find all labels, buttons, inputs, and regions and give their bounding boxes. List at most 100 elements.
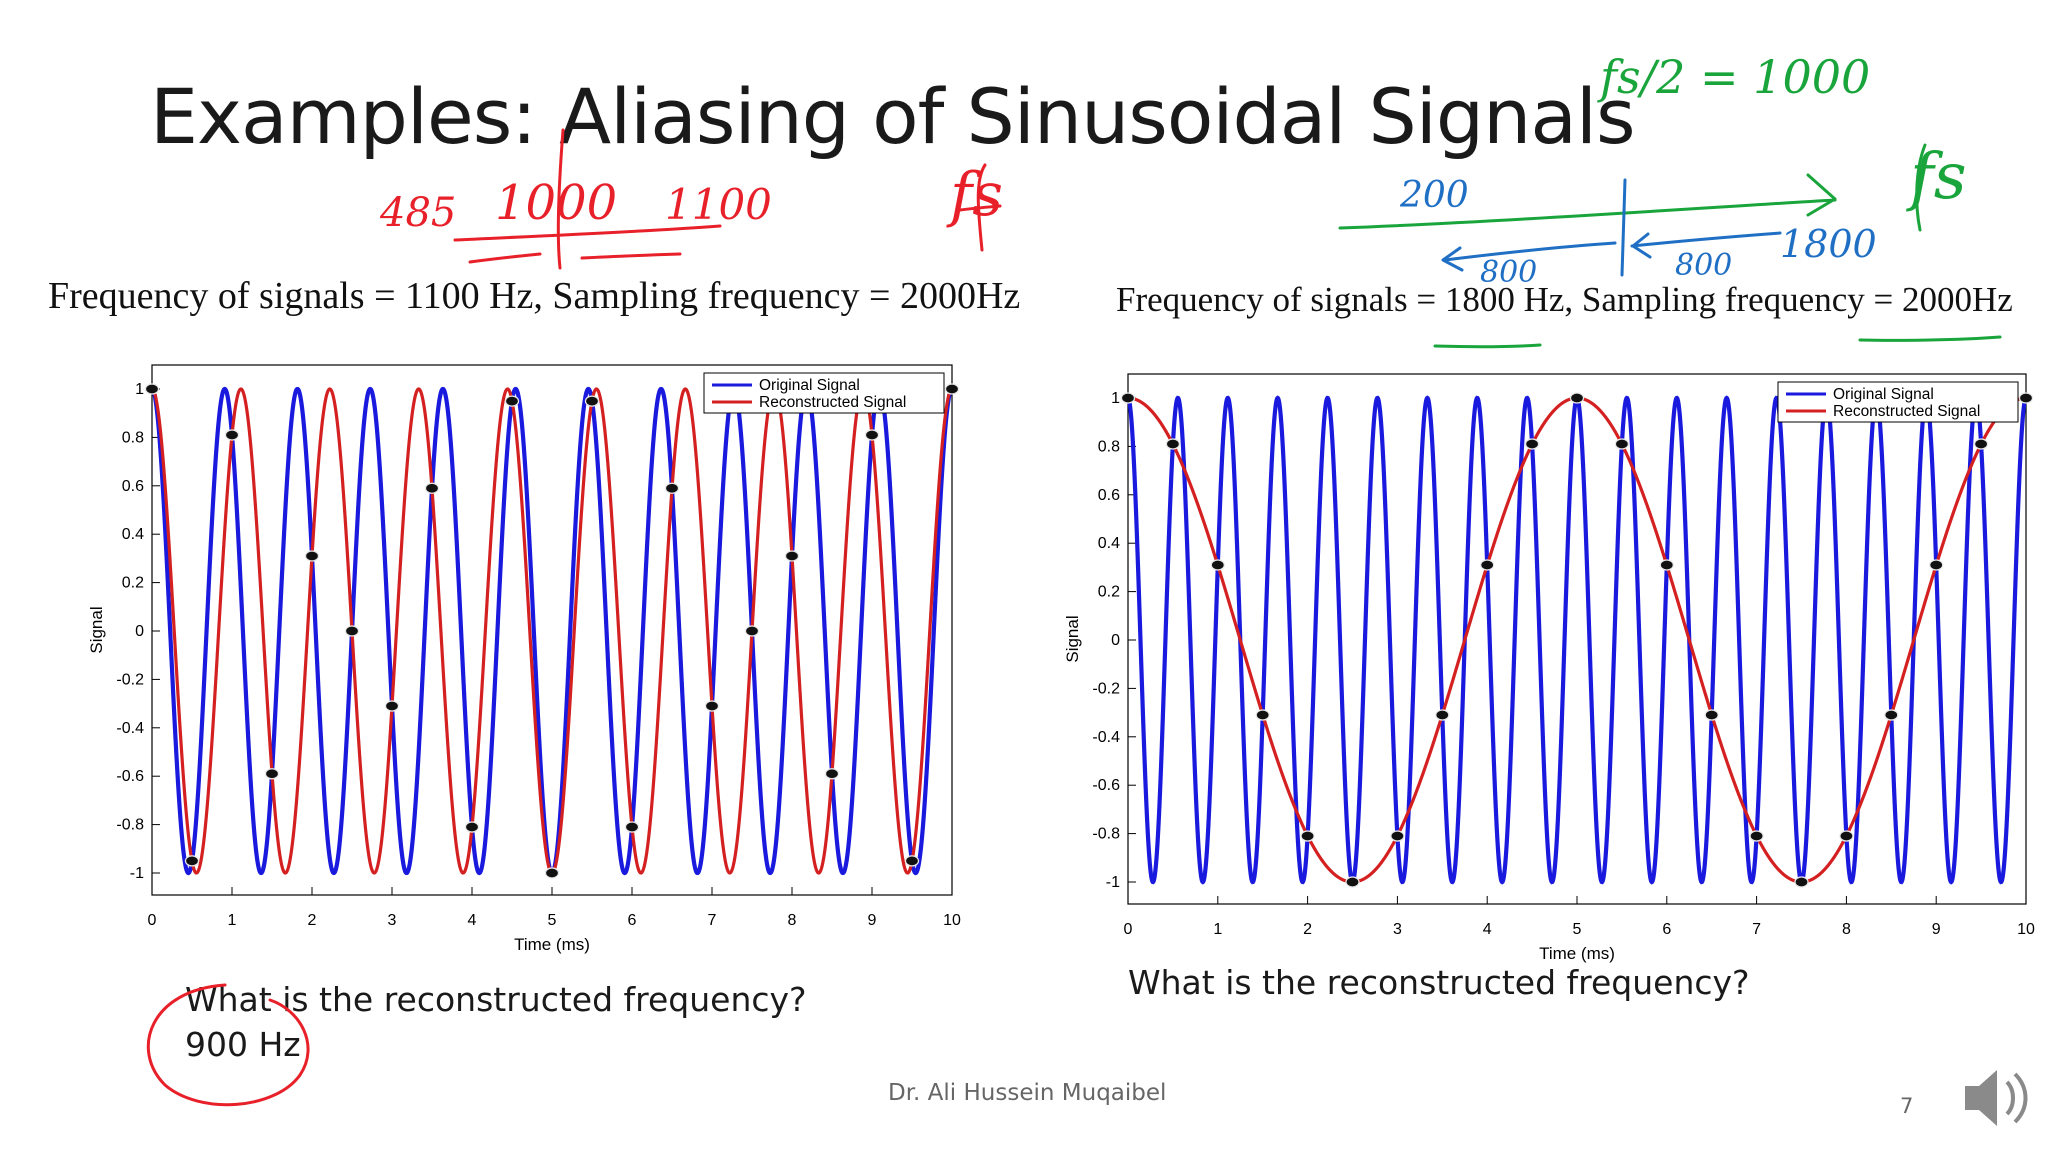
- left-chart-plot-area: [151, 364, 953, 896]
- right-chart-xtick-label: 10: [2017, 921, 2035, 938]
- ink-left-annotation-text: 485: [380, 190, 456, 236]
- ink-left-fs-text: fs: [950, 160, 1003, 230]
- right-chart-sample-point: [1659, 559, 1674, 571]
- left-chart-sample-point: [184, 855, 200, 867]
- right-chart-sample-point: [1569, 392, 1585, 404]
- left-chart-sample-point: [584, 395, 600, 407]
- right-chart-sample-point: [1120, 392, 1136, 404]
- left-chart-sample-point: [424, 482, 440, 494]
- left-chart-ytick-label: 0.8: [122, 429, 144, 446]
- left-answer: 900 Hz: [185, 1025, 301, 1064]
- right-chart-sample-point: [1839, 830, 1854, 842]
- left-chart-sample-point: [664, 482, 680, 494]
- right-chart-sample-point: [1435, 709, 1450, 721]
- right-chart-plot-area: [1127, 373, 2027, 905]
- ink-right-fs-text: fs: [1910, 140, 1967, 214]
- left-chart-legend-label: Reconstructed Signal: [759, 394, 906, 411]
- right-question: What is the reconstructed frequency?: [1128, 963, 1750, 1002]
- left-chart-xtick-label: 10: [943, 912, 961, 929]
- left-chart-sample-point: [144, 383, 160, 395]
- left-chart-sample-point: [544, 867, 560, 879]
- right-chart-ytick-label: -0.4: [1092, 729, 1120, 746]
- left-chart-xlabel: Time (ms): [514, 935, 590, 954]
- left-chart-ytick-label: -0.2: [116, 671, 144, 688]
- left-chart-ytick-label: 0: [135, 623, 144, 640]
- left-chart-ytick-label: 0.4: [122, 526, 144, 543]
- left-chart-xtick-label: 7: [708, 912, 717, 929]
- left-chart-legend-label: Original Signal: [759, 377, 860, 394]
- right-chart-sample-point: [1390, 830, 1405, 842]
- right-chart-xtick-label: 8: [1842, 921, 1851, 938]
- ink-right-800b: 800: [1675, 248, 1733, 283]
- slide-number: 7: [1900, 1094, 1914, 1118]
- left-chart-xtick-label: 5: [548, 912, 557, 929]
- ink-left-1000: 1000: [495, 175, 618, 231]
- left-chart-xtick-label: 4: [468, 912, 477, 929]
- left-question: What is the reconstructed frequency?: [185, 980, 807, 1019]
- right-chart-sample-point: [1300, 830, 1315, 842]
- left-chart-ytick-label: 0.6: [122, 478, 144, 495]
- right-chart-sample-point: [1929, 559, 1944, 571]
- right-chart-ytick-label: -0.2: [1092, 680, 1120, 697]
- right-chart-ytick-label: 1: [1111, 390, 1120, 407]
- right-chart-sample-point: [1165, 438, 1181, 450]
- left-chart-ylabel: Signal: [87, 606, 106, 653]
- left-chart-xtick-label: 9: [868, 912, 877, 929]
- right-chart-xtick-label: 9: [1932, 921, 1941, 938]
- ink-number-485: 485: [380, 190, 457, 236]
- right-chart-sample-point: [1614, 438, 1630, 450]
- ink-right-800a: 800: [1480, 255, 1538, 290]
- right-chart-sample-point: [1524, 438, 1540, 450]
- left-chart-sample-point: [624, 821, 640, 833]
- right-chart-xtick-label: 3: [1393, 921, 1402, 938]
- left-chart-xtick-label: 3: [388, 912, 397, 929]
- right-chart-ytick-label: 0.4: [1098, 535, 1120, 552]
- right-chart-sample-point: [1973, 438, 1989, 450]
- right-chart-xtick-label: 1: [1213, 921, 1222, 938]
- right-chart-ytick-label: 0: [1111, 632, 1120, 649]
- right-chart-legend-label: Original Signal: [1833, 386, 1934, 403]
- right-chart-sample-point: [1255, 709, 1270, 721]
- speaker-icon[interactable]: [1955, 1058, 2035, 1138]
- right-chart-sample-point: [1345, 876, 1360, 888]
- right-chart-sample-point: [1210, 559, 1225, 571]
- left-chart-sample-point: [264, 768, 280, 780]
- ink-left-1100: 1100: [665, 180, 772, 229]
- right-example-caption: Frequency of signals = 1800 Hz, Sampling…: [1116, 280, 2013, 319]
- right-chart-sample-point: [1480, 559, 1495, 571]
- left-chart-xtick-label: 6: [628, 912, 637, 929]
- left-example-caption: Frequency of signals = 1100 Hz, Sampling…: [48, 275, 1021, 317]
- right-chart-xtick-label: 0: [1124, 921, 1133, 938]
- left-chart-sample-point: [944, 383, 960, 395]
- right-chart-legend-label: Reconstructed Signal: [1833, 403, 1980, 420]
- left-chart-ytick-label: -0.6: [116, 768, 144, 785]
- right-chart-sample-point: [1884, 709, 1899, 721]
- left-chart-ytick-label: -1: [130, 865, 144, 882]
- right-chart-xtick-label: 7: [1752, 921, 1761, 938]
- left-chart-sample-point: [304, 550, 320, 562]
- ink-right-200: 200: [1400, 175, 1469, 216]
- left-chart-ytick-label: -0.4: [116, 720, 144, 737]
- right-chart-ytick-label: -1: [1106, 874, 1120, 891]
- right-chart-ytick-label: 0.8: [1098, 438, 1120, 455]
- left-chart-sample-point: [744, 625, 760, 637]
- left-chart-sample-point: [824, 768, 840, 780]
- left-chart-sample-point: [464, 821, 480, 833]
- right-chart-xtick-label: 2: [1303, 921, 1312, 938]
- right-chart-sample-point: [2018, 392, 2034, 404]
- left-chart-xtick-label: 0: [148, 912, 157, 929]
- right-chart-xlabel: Time (ms): [1539, 944, 1615, 963]
- left-chart-legend: [703, 372, 945, 414]
- slide-title: Examples: Aliasing of Sinusoidal Signals: [150, 72, 1636, 161]
- right-chart-xtick-label: 5: [1573, 921, 1582, 938]
- right-chart-ytick-label: -0.8: [1092, 826, 1120, 843]
- right-chart-ylabel: Signal: [1063, 615, 1082, 662]
- left-chart-sample-point: [504, 395, 520, 407]
- left-chart-sample-point: [784, 550, 800, 562]
- right-chart-sample-point: [1794, 876, 1809, 888]
- right-chart-xtick-label: 4: [1483, 921, 1492, 938]
- left-chart-sample-point: [344, 625, 360, 637]
- footer-author: Dr. Ali Hussein Muqaibel: [888, 1080, 1167, 1106]
